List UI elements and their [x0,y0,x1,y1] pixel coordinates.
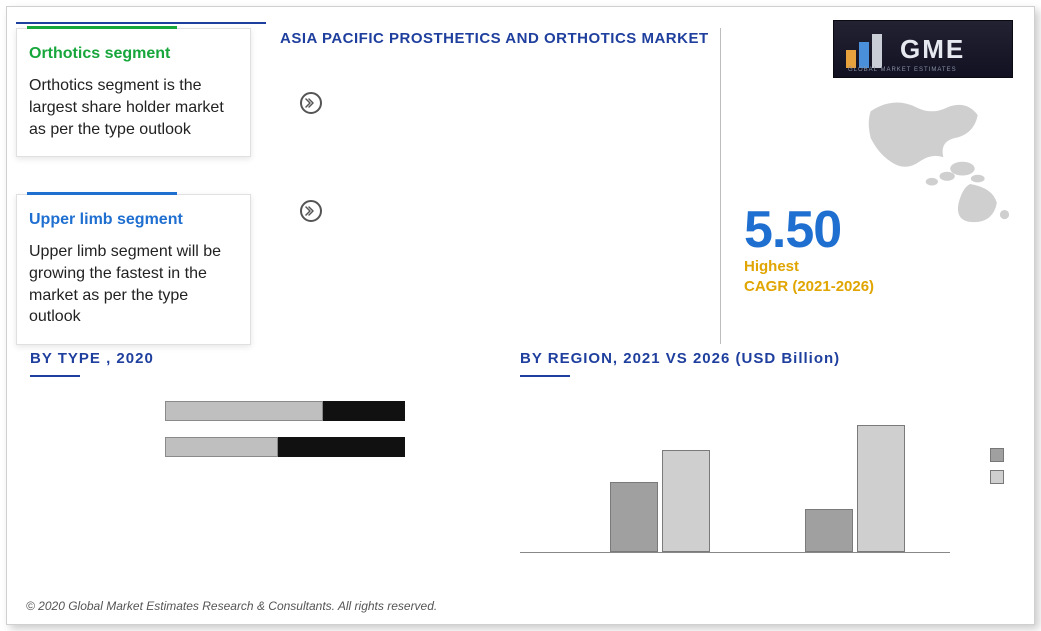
section-header-text: BY TYPE , 2020 [30,350,154,367]
by-type-chart [30,398,450,568]
legend-item [990,448,1010,462]
chevron-bullet-icon [300,200,322,222]
logo-text: GME [900,34,965,65]
cagr-label: Highest [744,258,799,275]
highlight-desc: Orthotics segment is the largest share h… [29,75,238,140]
underline [30,375,80,377]
by-type-bar-label [30,440,165,454]
cagr-value: 5.50 [744,200,841,260]
section-header-by-region: BY REGION, 2021 VS 2026 (USD Billion) [520,350,840,377]
highlight-box-orthotics: Orthotics segment Orthotics segment is t… [16,28,251,157]
underline [520,375,570,377]
highlight-desc: Upper limb segment will be growing the f… [29,241,238,327]
accent-bar [27,26,177,29]
by-region-chart [520,398,1010,578]
by-type-bar-label [30,404,165,418]
cagr-range: CAGR (2021-2026) [744,278,874,295]
asia-pacific-map-icon [862,96,1017,226]
section-header-by-type: BY TYPE , 2020 [30,350,154,377]
accent-bar [27,192,177,195]
logo-sub: GLOBAL MARKET ESTIMATES [848,67,957,73]
page-title: ASIA PACIFIC PROSTHETICS AND ORTHOTICS M… [280,30,709,47]
by-region-legend [990,448,1010,492]
legend-item [990,470,1010,484]
brand-logo: GME GLOBAL MARKET ESTIMATES [833,20,1013,78]
logo-bars-icon [846,30,894,68]
vertical-divider [720,28,721,344]
chevron-bullet-icon [300,92,322,114]
by-type-bar-row [30,434,450,460]
decorative-line [16,22,266,24]
copyright-text: © 2020 Global Market Estimates Research … [26,599,437,613]
highlight-title: Upper limb segment [29,209,238,231]
highlight-box-upper-limb: Upper limb segment Upper limb segment wi… [16,194,251,345]
by-type-bar-row [30,398,450,424]
section-header-text: BY REGION, 2021 VS 2026 (USD Billion) [520,350,840,367]
by-region-plot [520,398,950,553]
highlight-title: Orthotics segment [29,43,238,65]
